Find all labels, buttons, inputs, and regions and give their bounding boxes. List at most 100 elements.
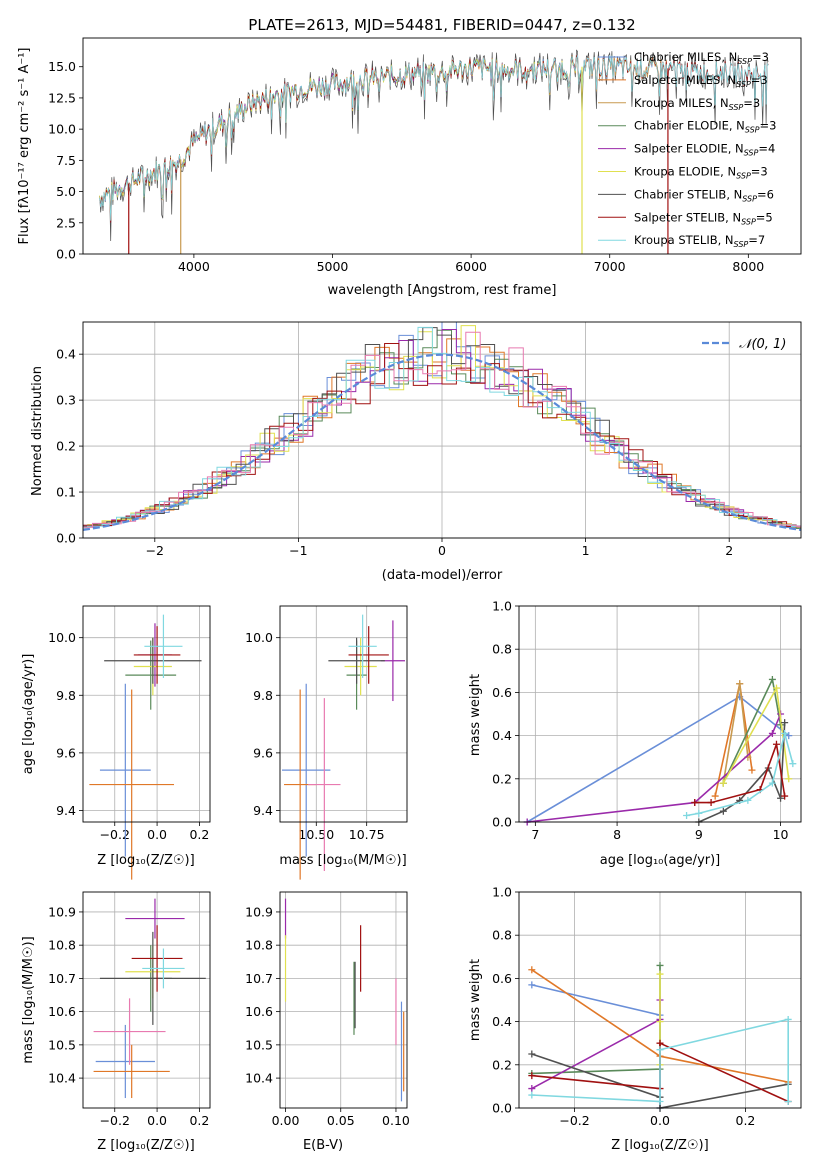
- grid-lines: [280, 606, 407, 822]
- weight-marker: [719, 779, 727, 787]
- x-tick-label: 1: [582, 543, 590, 558]
- x-tick-label: 10: [773, 827, 789, 842]
- y-tick-label: 0.0: [492, 815, 512, 830]
- weight-lines: [523, 675, 797, 826]
- axis-ticks: −0.2 0.0 0.2 10.4 10.5 10.6 10.7 10.8 10.9: [48, 904, 209, 1128]
- residual-histogram-panel: −2 −1 0 1 2 0.0 0.1 0.2 0.3 0.4 (data-model)/erro…: [30, 321, 802, 583]
- legend-label: Kroupa MILES, NSSP=3: [634, 96, 760, 112]
- weight-line: [531, 965, 661, 1075]
- legend-label: Chabrier MILES, NSSP=3: [634, 50, 769, 66]
- weight-line: [527, 713, 782, 823]
- legend-label: Salpeter MILES, NSSP=3: [634, 73, 768, 89]
- weight-marker: [656, 1098, 664, 1106]
- spectrum-lines: [99, 49, 769, 254]
- weight-marker: [656, 961, 664, 969]
- axis-ticks: 0.00 0.05 0.10 10.4 10.5 10.6 10.7 10.8 10.9: [245, 904, 410, 1128]
- y-tick-label: 10.0: [48, 122, 76, 137]
- histogram-series: [83, 326, 801, 529]
- y-tick-label: 9.6: [253, 745, 273, 760]
- y-tick-label: 10.7: [48, 971, 76, 986]
- y-tick-label: 0.1: [56, 485, 76, 500]
- spectrum-xlabel: wavelength [Angstrom, rest frame]: [328, 283, 557, 298]
- y-tick-label: 0.6: [492, 685, 512, 700]
- y-tick-label: 10.4: [48, 1071, 76, 1086]
- weight-marker: [784, 1098, 792, 1106]
- weight-marker: [777, 794, 785, 802]
- weight-marker: [683, 812, 691, 820]
- y-tick-label: 0.8: [492, 928, 512, 943]
- y-tick-label: 10.5: [48, 1037, 76, 1052]
- weight-marker: [781, 792, 789, 800]
- histogram-series: [83, 329, 801, 530]
- axes-frame: [279, 891, 408, 1109]
- axis-ticks: 10.50 10.75 9.4 9.6 9.8 10.0: [245, 630, 384, 842]
- weight-marker: [768, 729, 776, 737]
- legend-label: Salpeter STELIB, NSSP=5: [634, 210, 773, 226]
- spectrum-panel: 4000 5000 6000 7000 8000 0.0 2.5 5.0 7.5 10.0 12.5…: [17, 37, 802, 298]
- x-tick-label: 0.2: [189, 1113, 209, 1128]
- axis-ticks: 7 8 9 10 0.0 0.2 0.4 0.6 0.8 1.0: [492, 599, 788, 843]
- weight-marker: [691, 799, 699, 807]
- error-bars: [93, 898, 206, 1099]
- weight-marker: [695, 809, 703, 817]
- histogram-steps: [83, 322, 801, 531]
- weight-marker: [789, 760, 797, 768]
- y-tick-label: 9.4: [56, 803, 76, 818]
- weight-marker: [528, 1085, 536, 1093]
- weight-age-ylabel: mass weight: [468, 674, 483, 756]
- weight-age-xlabel: age [log₁₀(age/yr)]: [600, 853, 721, 868]
- legend-label: Salpeter ELODIE, NSSP=4: [634, 142, 775, 158]
- legend-label: Kroupa STELIB, NSSP=7: [634, 233, 765, 249]
- x-tick-label: −2: [146, 543, 164, 558]
- weight-marker: [772, 684, 780, 692]
- weight-marker: [748, 766, 756, 774]
- age-vs-metallicity-panel: −0.2 0.0 0.29.49.69.810.0 Z [log₁₀(Z/Z☉)] …: [21, 605, 211, 880]
- y-tick-label: 10.0: [245, 630, 273, 645]
- gaussian-legend-label: 𝒩(0, 1): [739, 337, 786, 352]
- weight-marker: [528, 966, 536, 974]
- x-tick-label: 0.05: [327, 1113, 355, 1128]
- histogram-series: [83, 329, 801, 529]
- y-tick-label: 9.8: [253, 688, 273, 703]
- x-tick-label: 0.2: [736, 1113, 756, 1128]
- axes-frame: [82, 605, 211, 823]
- weight-lines: [528, 961, 792, 1112]
- x-tick-label: 10.75: [349, 827, 385, 842]
- y-tick-label: 0.2: [492, 771, 512, 786]
- mass-weight-vs-metallicity-panel: −0.2 0.0 0.2 0.0 0.2 0.4 0.6 0.8 1.0 Z [log₁₀(Z/…: [468, 885, 802, 1153]
- y-tick-label: 10.9: [48, 904, 76, 919]
- spectrum-ylabel: Flux [fλ10⁻¹⁷ erg cm⁻² s⁻¹ A⁻¹]: [17, 48, 32, 245]
- x-tick-label: 0.0: [147, 827, 167, 842]
- weight-marker: [736, 680, 744, 688]
- x-tick-label: 5000: [317, 259, 349, 274]
- axis-ticks: −0.2 0.0 0.2 9.4 9.6 9.8 10.0: [48, 630, 209, 842]
- mass-vs-metallicity-panel: −0.2 0.0 0.2 10.4 10.5 10.6 10.7 10.8 10.9 Z [lo…: [21, 891, 211, 1153]
- error-bars: [282, 614, 405, 880]
- weight-marker: [656, 1018, 664, 1026]
- grid-lines: [83, 606, 210, 822]
- weight-marker: [772, 740, 780, 748]
- y-tick-label: 10.6: [48, 1004, 76, 1019]
- age-metallicity-xlabel: Z [log₁₀(Z/Z☉)]: [97, 853, 194, 868]
- weight-marker: [785, 775, 793, 783]
- weight-metallicity-xlabel: Z [log₁₀(Z/Z☉)]: [611, 1138, 708, 1153]
- x-tick-label: 0: [438, 543, 446, 558]
- x-tick-label: 0.00: [272, 1113, 300, 1128]
- error-bars: [89, 614, 202, 880]
- axes-frame: [82, 37, 802, 255]
- y-tick-label: 7.5: [56, 153, 76, 168]
- histogram-xlabel: (data-model)/error: [382, 568, 503, 583]
- x-tick-label: 0.0: [147, 1113, 167, 1128]
- spectrum-line: [99, 55, 769, 221]
- age-metallicity-ylabel: age [log₁₀(age/yr)]: [21, 654, 36, 775]
- y-tick-label: 10.8: [48, 938, 76, 953]
- axes-frame: [82, 891, 211, 1109]
- x-tick-label: −0.2: [100, 827, 130, 842]
- y-tick-label: 0.4: [492, 728, 512, 743]
- figure-title: PLATE=2613, MJD=54481, FIBERID=0447, z=0…: [248, 16, 635, 34]
- y-tick-label: 10.8: [245, 938, 273, 953]
- x-tick-label: 7: [531, 827, 539, 842]
- x-tick-label: 0.0: [650, 1113, 670, 1128]
- y-tick-label: 9.8: [56, 688, 76, 703]
- error-bars: [284, 898, 405, 1102]
